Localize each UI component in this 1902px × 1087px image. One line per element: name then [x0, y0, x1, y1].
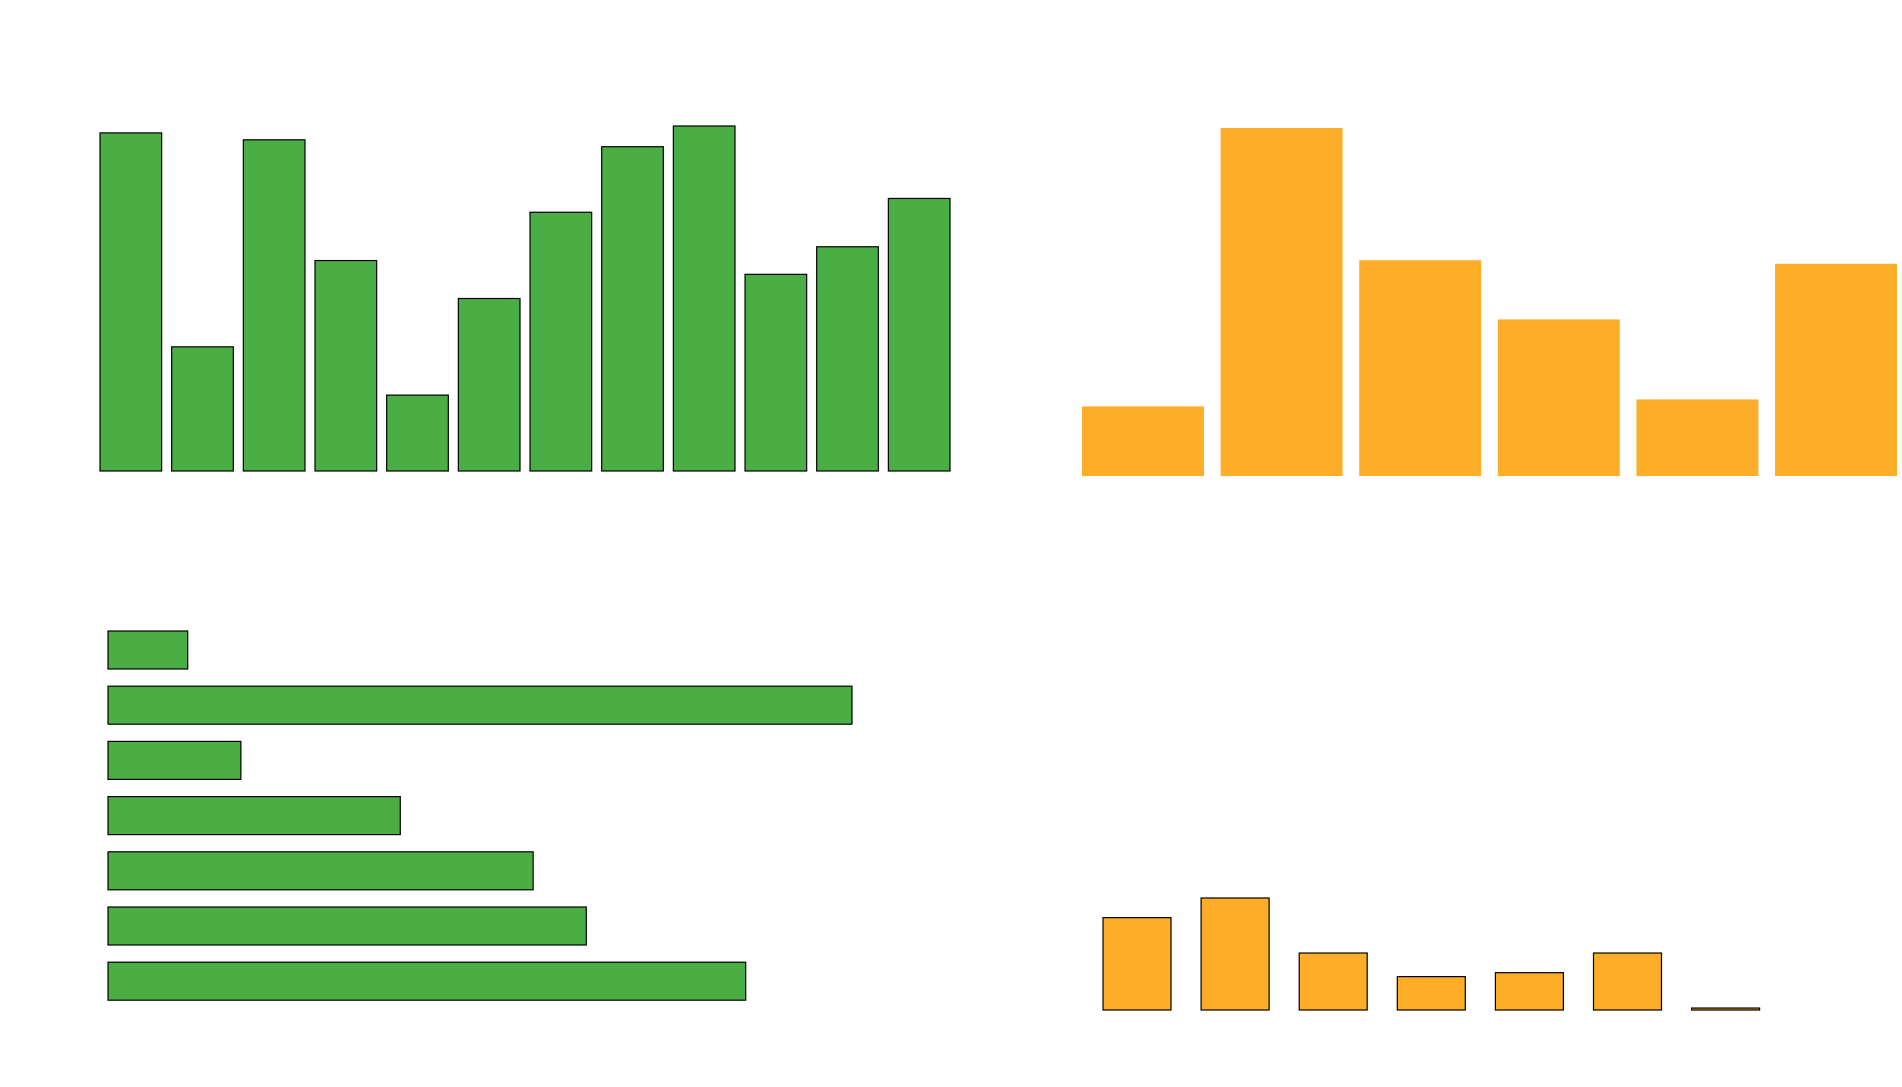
- bar-4: [314, 259, 378, 472]
- bar-7: [107, 961, 747, 1001]
- bar-1: [107, 630, 189, 670]
- bar-1: [1082, 406, 1204, 476]
- bar-4: [107, 795, 401, 836]
- bar-3: [107, 740, 242, 781]
- bar-3: [242, 139, 306, 472]
- bar-2: [171, 346, 234, 472]
- bar-6: [457, 297, 521, 472]
- bar-9: [672, 125, 736, 472]
- chart-2: [1082, 128, 1897, 476]
- bar-5: [1636, 399, 1759, 476]
- bar-6: [107, 906, 587, 946]
- bar-2: [1200, 897, 1270, 1011]
- chart-1: [99, 125, 951, 472]
- bar-11: [816, 246, 879, 472]
- bar-6: [1592, 952, 1663, 1011]
- bar-10: [744, 273, 808, 472]
- bar-3: [1359, 260, 1482, 476]
- bar-5: [107, 851, 534, 891]
- bar-4: [1396, 975, 1466, 1011]
- bar-7: [1690, 1007, 1761, 1011]
- bar-4: [1497, 319, 1620, 476]
- bar-8: [601, 146, 664, 472]
- bar-2: [107, 685, 853, 725]
- bar-1: [1102, 917, 1172, 1011]
- bar-1: [99, 132, 163, 472]
- bar-3: [1298, 952, 1368, 1011]
- bar-7: [529, 211, 593, 472]
- bar-12: [887, 197, 951, 472]
- bar-5: [1494, 972, 1565, 1011]
- bar-5: [386, 394, 449, 472]
- bar-6: [1775, 263, 1897, 476]
- bar-2: [1220, 128, 1343, 476]
- chart-3: [107, 630, 853, 1001]
- chart-4: [1102, 897, 1761, 1011]
